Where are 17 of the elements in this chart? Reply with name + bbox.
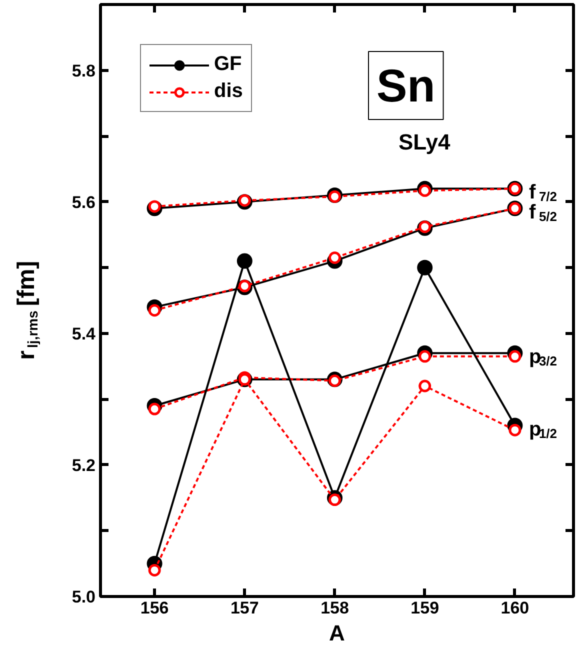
annotation: SLy4 [398,130,452,154]
x-tick-label: 157 [230,598,259,618]
annotation: p1/2 [528,418,558,441]
annotation: Sn [376,60,436,112]
x-tick-label: 159 [410,598,440,618]
y-tick-label: 5.8 [72,61,96,80]
y-tick-label: 5.2 [72,456,96,475]
x-tick-label: 156 [140,598,169,618]
legend-label: GF [214,53,242,76]
y-tick-label: 5.4 [72,324,96,344]
legend-label: dis [214,80,243,103]
x-tick-label: 160 [500,598,530,618]
y-tick-label: 5.0 [72,588,96,606]
x-tick-label: 158 [320,598,349,618]
y-tick-label: 5.6 [72,192,96,212]
x-axis-title: A [329,620,346,646]
annotation: p3/2 [528,346,558,369]
